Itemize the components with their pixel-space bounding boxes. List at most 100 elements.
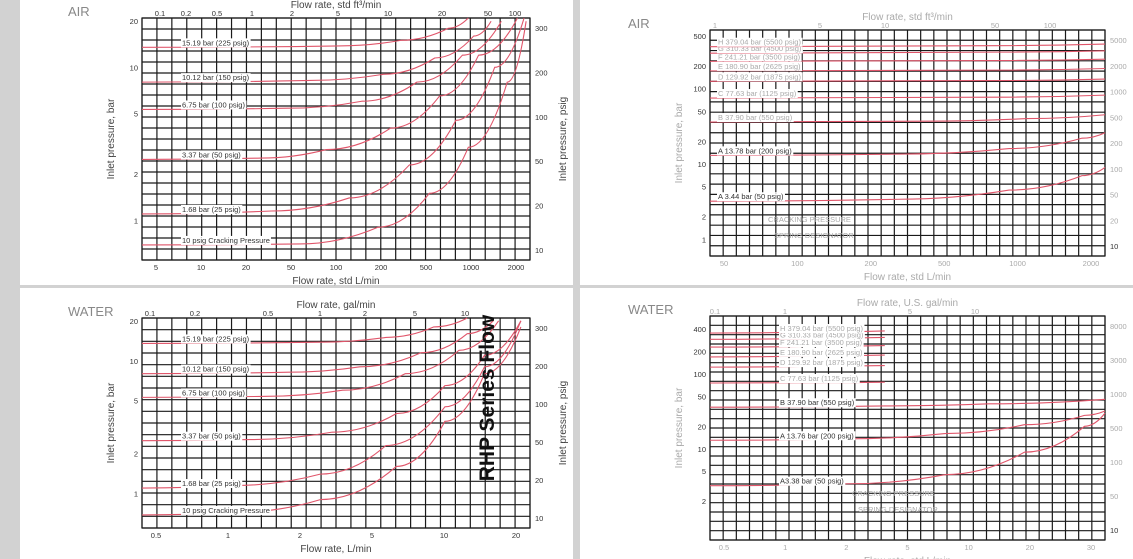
series-label: C 77.63 bar (1125 psig) [780, 374, 859, 383]
series-label-bg [779, 338, 864, 348]
series-label-bg [717, 52, 802, 62]
bottom-tick-label: 5 [905, 543, 909, 552]
left-tick-label: 20 [130, 17, 138, 26]
series-label: A 3.44 bar (50 psig) [718, 192, 784, 201]
top-tick-label: 1 [318, 309, 322, 318]
bottom-tick-label: 1000 [1009, 259, 1026, 268]
left-tick-label: 5 [702, 467, 706, 476]
left-tick-label: 1 [134, 490, 138, 499]
right-tick-label: 50 [535, 157, 543, 166]
bottom-tick-label: 10 [197, 263, 205, 272]
series-label-bg [779, 358, 865, 368]
right-tick-label: 100 [1110, 165, 1123, 174]
top-tick-label: 1 [783, 307, 787, 316]
left-axis-label: Inlet pressure, bar [106, 382, 117, 463]
top-tick-label: 2 [363, 309, 367, 318]
top-axis-label: Flow rate, std ft³/min [862, 12, 953, 23]
left-axis-label: Inlet pressure, bar [674, 102, 685, 183]
series-line [141, 320, 522, 489]
bottom-tick-label: 20 [512, 531, 520, 540]
left-tick-label: 200 [693, 348, 706, 357]
left-tick-label: 100 [693, 85, 706, 94]
series-label: 6.75 bar (100 psig) [182, 388, 245, 397]
series-label: 10.12 bar (150 psig) [182, 365, 250, 374]
top-tick-label: 0.1 [710, 307, 720, 316]
left-tick-label: 5 [702, 183, 706, 192]
left-axis-label: Inlet pressure, bar [674, 387, 685, 468]
bottom-tick-label: 2000 [508, 263, 525, 272]
bottom-tick-label: 1 [783, 543, 787, 552]
series-label: F 241.21 bar (3500 psig) [780, 338, 863, 347]
grid [709, 315, 1106, 541]
grid [141, 317, 531, 529]
top-tick-label: 2 [290, 9, 294, 18]
series-label-bg [779, 330, 865, 340]
right-tick-label: 8000 [1110, 322, 1127, 331]
series-label: 6.75 bar (100 psig) [182, 100, 245, 109]
top-axis-label: Flow rate, U.S. gal/min [857, 298, 958, 309]
right-tick-label: 10 [535, 246, 543, 255]
series-line [709, 132, 1106, 156]
right-tick-label: 500 [1110, 424, 1123, 433]
annotation-label: SPRING DESIGNATOR [774, 231, 854, 240]
bottom-tick-label: 200 [375, 263, 388, 272]
series-label: G 310.33 bar (4500 psig) [780, 330, 864, 339]
top-tick-label: 0.2 [181, 9, 191, 18]
series-line [141, 17, 525, 215]
bottom-tick-label: 5 [154, 263, 158, 272]
series-label-bg [181, 505, 271, 515]
left-tick-label: 400 [693, 325, 706, 334]
top-tick-label: 0.5 [212, 9, 222, 18]
corner-label: WATER [68, 304, 114, 319]
top-tick-label: 100 [509, 9, 522, 18]
bottom-axis-label: Flow rate, std L/min [864, 272, 951, 283]
right-tick-label: 10 [1110, 242, 1118, 251]
annotation-label: CRACKING PRESSURE [852, 489, 935, 498]
chart-1: WATER Flow rate, gal/min Flow rate, L/min I… [68, 300, 569, 555]
series-label: H 379.04 bar (5500 psig) [718, 38, 801, 47]
left-tick-label: 50 [698, 107, 706, 116]
left-tick-label: 10 [130, 357, 138, 366]
grid [141, 17, 531, 261]
right-tick-label: 300 [535, 324, 548, 333]
series-line [141, 21, 527, 246]
top-tick-label: 1 [250, 9, 254, 18]
series-label-bg [717, 89, 798, 99]
series-label-bg [717, 61, 803, 71]
bottom-tick-label: 50 [287, 263, 295, 272]
top-tick-label: 5 [336, 9, 340, 18]
bottom-tick-label: 2 [298, 531, 302, 540]
annotation-label: SPRING DESIGNATOR [858, 505, 938, 514]
series-label-bg [779, 324, 865, 334]
series-label-bg [717, 113, 794, 123]
left-tick-label: 100 [693, 370, 706, 379]
left-tick-label: 500 [693, 32, 706, 41]
bottom-axis-label: Flow rate, L/min [300, 544, 371, 555]
series-label: 15.19 bar (225 psig) [182, 38, 250, 47]
left-tick-label: 5 [134, 109, 138, 118]
series-label-bg [779, 476, 846, 486]
top-tick-label: 100 [1044, 21, 1057, 30]
bottom-tick-label: 2 [844, 543, 848, 552]
series-label-bg [181, 150, 243, 160]
panel-water-left: WATER Flow rate, gal/min Flow rate, L/min I… [20, 288, 573, 559]
series-label: B 37.90 bar (550 psig) [718, 113, 793, 122]
left-tick-label: 10 [130, 63, 138, 72]
series-label: E 180.90 bar (2625 psig) [718, 62, 801, 71]
left-axis-label: Inlet pressure, bar [106, 98, 117, 179]
series-label-bg [181, 431, 243, 441]
right-tick-label: 100 [1110, 458, 1123, 467]
right-tick-label: 200 [535, 362, 548, 371]
series-label: C 77.63 bar (1125 psig) [718, 89, 797, 98]
series-label: A 13.76 bar (200 psig) [780, 431, 854, 440]
series-label: 1.68 bar (25 psig) [182, 205, 241, 214]
right-tick-label: 100 [535, 113, 548, 122]
plot-frame [709, 315, 1106, 541]
series-label: 1.68 bar (25 psig) [182, 479, 241, 488]
bottom-tick-label: 1000 [463, 263, 480, 272]
bottom-tick-label: 100 [330, 263, 343, 272]
right-axis-label: Inlet pressure, psig [558, 381, 569, 466]
bottom-tick-label: 5 [370, 531, 374, 540]
series-label-bg [181, 100, 247, 110]
series-label: D 129.92 bar (1875 psig) [718, 72, 801, 81]
